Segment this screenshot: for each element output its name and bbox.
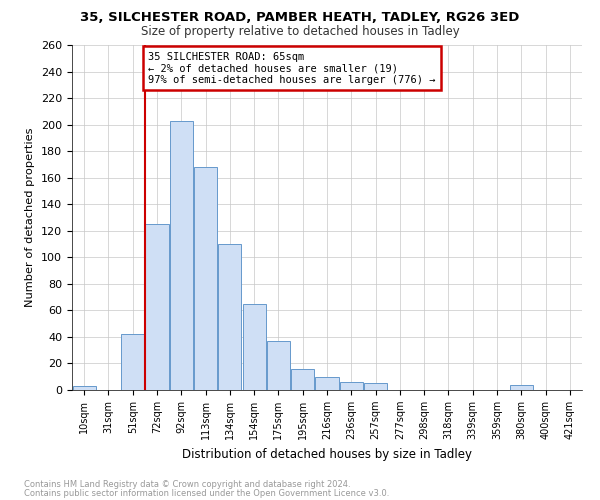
Bar [340,382,363,390]
Bar [316,376,338,390]
Text: 35, SILCHESTER ROAD, PAMBER HEATH, TADLEY, RG26 3ED: 35, SILCHESTER ROAD, PAMBER HEATH, TADLE… [80,11,520,24]
Bar [121,334,144,390]
Bar [291,369,314,390]
Bar [510,384,533,390]
Text: Size of property relative to detached houses in Tadley: Size of property relative to detached ho… [140,25,460,38]
Bar [194,167,217,390]
Y-axis label: Number of detached properties: Number of detached properties [25,128,35,307]
Bar [364,384,387,390]
Bar [170,120,193,390]
Text: Contains HM Land Registry data © Crown copyright and database right 2024.: Contains HM Land Registry data © Crown c… [24,480,350,489]
Bar [73,386,95,390]
Text: Contains public sector information licensed under the Open Government Licence v3: Contains public sector information licen… [24,489,389,498]
X-axis label: Distribution of detached houses by size in Tadley: Distribution of detached houses by size … [182,448,472,460]
Bar [267,341,290,390]
Text: 35 SILCHESTER ROAD: 65sqm
← 2% of detached houses are smaller (19)
97% of semi-d: 35 SILCHESTER ROAD: 65sqm ← 2% of detach… [149,52,436,85]
Bar [218,244,241,390]
Bar [145,224,169,390]
Bar [242,304,266,390]
